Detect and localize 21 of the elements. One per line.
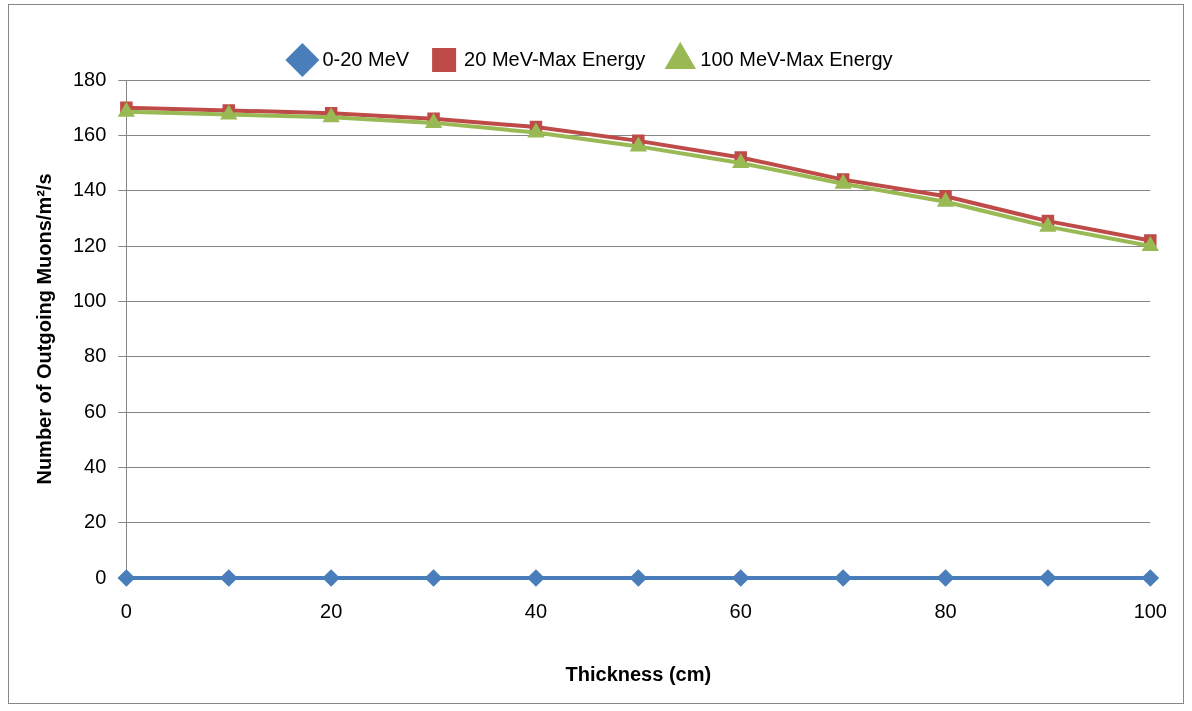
legend-label: 0-20 MeV (322, 47, 410, 70)
y-tick-label: 0 (95, 565, 107, 588)
y-axis-title: Number of Outgoing Muons/m²/s (32, 173, 55, 485)
x-tick-label: 80 (934, 599, 957, 622)
x-axis-title: Thickness (cm) (565, 662, 712, 685)
y-tick-label: 60 (84, 399, 107, 422)
x-tick-label: 0 (120, 599, 132, 622)
y-tick-label: 160 (72, 122, 107, 145)
y-tick-label: 180 (72, 67, 107, 90)
y-tick-label: 20 (84, 510, 107, 533)
y-tick-label: 140 (72, 178, 107, 201)
y-tick-label: 80 (84, 344, 107, 367)
y-tick-label: 100 (72, 288, 107, 311)
x-tick-label: 40 (524, 599, 548, 622)
legend-label: 100 MeV-Max Energy (700, 47, 893, 70)
y-tick-label: 40 (84, 454, 107, 477)
legend-label: 20 MeV-Max Energy (464, 47, 646, 70)
x-tick-label: 20 (320, 599, 343, 622)
x-tick-label: 100 (1133, 599, 1167, 622)
y-tick-label: 120 (72, 233, 107, 256)
x-tick-label: 60 (729, 599, 752, 622)
